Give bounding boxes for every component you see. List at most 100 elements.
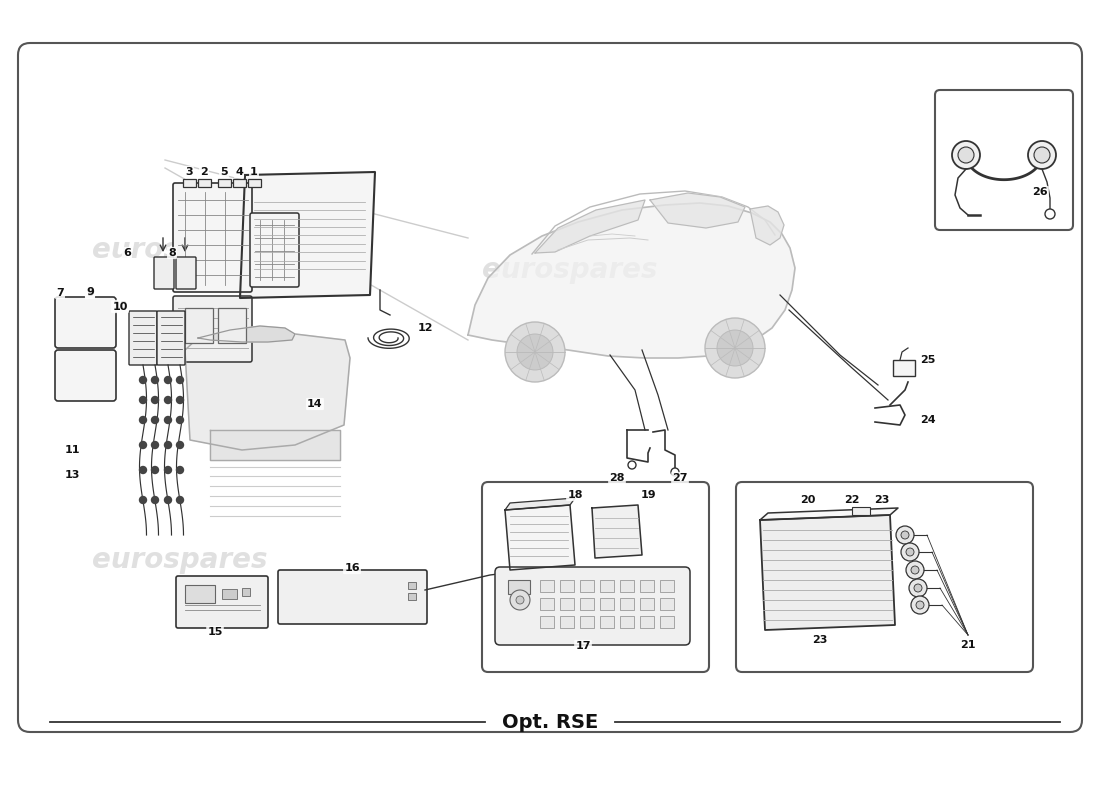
Bar [600, 616, 614, 628]
FancyBboxPatch shape [55, 297, 116, 348]
Text: 24: 24 [921, 415, 936, 425]
Circle shape [140, 466, 146, 474]
Bar [600, 598, 614, 610]
Text: 13: 13 [64, 470, 79, 480]
Circle shape [517, 334, 553, 370]
Text: 28: 28 [609, 473, 625, 483]
Circle shape [717, 330, 754, 366]
Text: 3: 3 [185, 167, 192, 177]
Circle shape [176, 442, 184, 449]
Bar [660, 616, 674, 628]
Circle shape [140, 397, 146, 403]
Circle shape [165, 497, 172, 503]
FancyBboxPatch shape [173, 183, 252, 292]
Text: 5: 5 [220, 167, 228, 177]
Text: 22: 22 [845, 495, 860, 505]
Circle shape [516, 596, 524, 604]
Bar [580, 598, 594, 610]
Bar [183, 179, 196, 187]
Bar [640, 598, 654, 610]
Text: 10: 10 [112, 302, 128, 312]
Text: 19: 19 [640, 490, 656, 500]
Polygon shape [505, 498, 575, 510]
Bar [185, 308, 213, 343]
Polygon shape [198, 326, 295, 342]
Bar [560, 580, 574, 592]
Bar [600, 580, 614, 592]
Text: 6: 6 [123, 248, 131, 258]
Bar [218, 179, 231, 187]
Circle shape [152, 497, 158, 503]
Bar [248, 179, 261, 187]
FancyBboxPatch shape [176, 257, 196, 289]
Polygon shape [592, 505, 642, 558]
Bar [218, 308, 246, 343]
Circle shape [140, 417, 146, 423]
Text: 23: 23 [874, 495, 890, 505]
Circle shape [176, 417, 184, 423]
Bar [233, 179, 246, 187]
Bar [620, 580, 634, 592]
Text: 9: 9 [86, 288, 94, 298]
Circle shape [1034, 147, 1050, 163]
FancyBboxPatch shape [935, 90, 1072, 230]
Text: eurospares: eurospares [482, 256, 658, 284]
Polygon shape [210, 430, 340, 460]
FancyBboxPatch shape [176, 576, 268, 628]
Text: eurospares: eurospares [482, 541, 658, 569]
FancyBboxPatch shape [495, 567, 690, 645]
Text: eurospares: eurospares [782, 531, 958, 559]
Text: 20: 20 [801, 495, 816, 505]
Circle shape [176, 466, 184, 474]
Polygon shape [468, 203, 795, 358]
Circle shape [916, 601, 924, 609]
Circle shape [165, 377, 172, 383]
Bar [620, 598, 634, 610]
Bar [540, 616, 554, 628]
FancyBboxPatch shape [250, 213, 299, 287]
Circle shape [165, 442, 172, 449]
Circle shape [1045, 209, 1055, 219]
Polygon shape [240, 172, 375, 298]
Circle shape [671, 468, 679, 476]
Text: 10: 10 [112, 301, 128, 311]
Polygon shape [760, 508, 898, 520]
Text: 23: 23 [812, 635, 827, 645]
Bar [620, 616, 634, 628]
FancyBboxPatch shape [18, 43, 1082, 732]
Circle shape [952, 141, 980, 169]
Text: 4: 4 [235, 167, 243, 177]
Text: 14: 14 [307, 399, 322, 409]
Bar [540, 580, 554, 592]
Text: 18: 18 [568, 490, 583, 500]
Bar [508, 580, 530, 594]
Text: 7: 7 [56, 288, 64, 298]
Text: 1: 1 [250, 167, 257, 177]
Text: eurospares: eurospares [92, 546, 267, 574]
Circle shape [176, 377, 184, 383]
Text: 12: 12 [417, 323, 432, 333]
Bar [222, 589, 236, 599]
Circle shape [914, 584, 922, 592]
Circle shape [140, 377, 146, 383]
FancyBboxPatch shape [55, 350, 116, 401]
FancyBboxPatch shape [736, 482, 1033, 672]
Bar [560, 616, 574, 628]
FancyBboxPatch shape [482, 482, 710, 672]
Circle shape [896, 526, 914, 544]
Text: 26: 26 [1032, 187, 1048, 197]
Polygon shape [760, 515, 895, 630]
Circle shape [505, 322, 565, 382]
Circle shape [510, 590, 530, 610]
Bar [660, 598, 674, 610]
Bar [540, 598, 554, 610]
Polygon shape [185, 333, 350, 450]
Bar [852, 507, 870, 515]
Bar [560, 598, 574, 610]
Bar [580, 580, 594, 592]
Circle shape [911, 596, 930, 614]
Circle shape [901, 543, 918, 561]
Polygon shape [750, 206, 784, 245]
Text: 2: 2 [200, 167, 208, 177]
Circle shape [911, 566, 918, 574]
